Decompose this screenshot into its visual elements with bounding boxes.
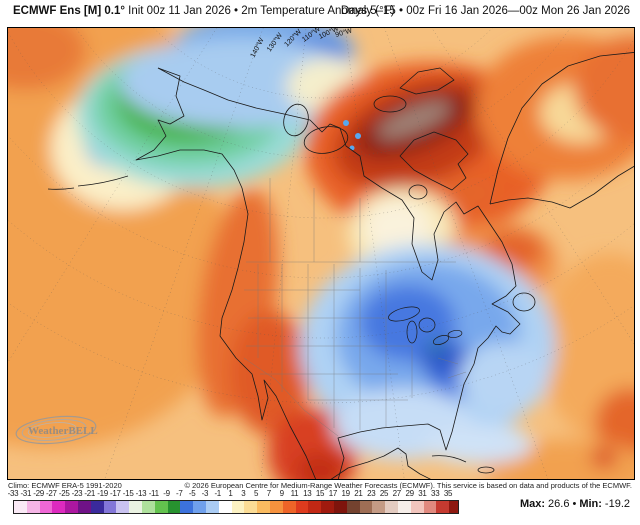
colorbar-tick-label: 23 [367,489,376,498]
colorbar-tick-label: 21 [354,489,363,498]
colorbar-tick-label: 29 [405,489,414,498]
colorbar-tick-label: -19 [97,489,108,498]
colorbar-segment [282,501,296,513]
colorbar-segment [116,501,130,513]
colorbar-segment [385,501,398,513]
colorbar [13,500,459,514]
valid-period: Days 5–15 • 00z Fri 16 Jan 2026—00z Mon … [340,5,630,17]
colorbar-tick-label: 5 [254,489,259,498]
colorbar-tick-label: -5 [188,489,196,498]
colorbar-segment [295,501,309,513]
field-extremes: Max: 26.6 • Min: -19.2 [520,498,630,510]
colorbar-tick-label: 25 [379,489,389,498]
colorbar-segment [103,501,117,513]
colorbar-tick-label: 13 [303,489,312,498]
colorbar-tick-label: 33 [431,489,440,498]
colorbar-tick-label: -29 [33,489,44,498]
colorbar-segment [346,501,360,513]
footer-row: Climo: ECMWF ERA-5 1991-2020 © 2026 Euro… [8,481,632,491]
copyright-note: © 2026 European Centre for Medium-Range … [184,481,632,490]
lake-specks [343,120,361,151]
colorbar-segment [129,501,142,513]
colorbar-segment [269,501,283,513]
colorbar-segment [26,501,40,513]
colorbar-segment [410,501,424,513]
colorbar-segment [333,501,347,513]
colorbar-tick-label: -11 [148,489,159,498]
colorbar-tick-label: 15 [315,489,325,498]
max-label: Max: [519,498,546,510]
colorbar-segment [39,501,53,513]
colorbar-tick-label: -23 [71,489,83,498]
colorbar-segment [218,501,232,513]
colorbar-segment [321,501,334,513]
colorbar-tick-label: 11 [290,489,299,498]
colorbar-segment [308,501,322,513]
logo-text: WeatherBELL [28,425,98,437]
colorbar-segment [77,501,91,513]
colorbar-tick-label: 19 [341,489,350,498]
colorbar-cap [449,501,459,513]
colorbar-segment [141,501,155,513]
great-lakes [388,306,463,345]
colorbar-tick-label: -33 [7,489,19,498]
colorbar-tick-label: -17 [110,489,121,498]
colorbar-tick-label: -7 [176,489,183,498]
colorbar-tick-label: -9 [163,489,170,498]
min-value: -19.2 [604,498,630,510]
colorbar-segment [359,501,373,513]
colorbar-tick-label: 3 [241,489,246,498]
colorbar-tick-label: -25 [58,489,70,498]
colorbar-tick-label: 1 [228,489,233,498]
colorbar-tick-label: 9 [279,489,284,498]
colorbar-segment [180,501,194,513]
colorbar-segment [167,501,181,513]
max-value: 26.6 [548,498,570,510]
colorbar-tick-label: -21 [84,489,96,498]
state-borders [243,178,467,437]
header-bar: ECMWF Ens [M] 0.1° Init 00z 11 Jan 2026 … [13,5,630,25]
colorbar-tick-label: -27 [46,489,57,498]
colorbar-tick-label: 35 [443,489,453,498]
colorbar-tick-label: -13 [135,489,147,498]
coastlines [47,52,634,479]
climo-note: Climo: ECMWF ERA-5 1991-2020 [8,481,122,490]
colorbar-segment [205,501,219,513]
colorbar-tick-label: 27 [392,489,402,498]
product-title: ECMWF Ens [M] 0.1° [13,5,125,17]
product-subtitle: Init 00z 11 Jan 2026 • 2m Temperature An… [124,5,395,17]
colorbar-segment [372,501,386,513]
colorbar-segment [436,501,450,513]
weatherbell-logo: WeatherBELL [15,415,98,445]
colorbar-segment [154,501,168,513]
colorbar-segment [193,501,206,513]
colorbar-segment [65,501,78,513]
colorbar-ticks: -33 -31 -29 -27 -25 -23 -21 -19 -17 -15 -13 -11 -9 -7… [0,489,640,499]
colorbar-segment [90,501,104,513]
colorbar-tick-label: -31 [20,489,32,498]
anomaly-blobs [8,28,634,479]
colorbar-tick-label: -15 [122,489,134,498]
longitude-label: 90°W [334,28,353,39]
colorbar-tick-label: 31 [418,489,427,498]
colorbar-segment [423,501,437,513]
colorbar-segment [231,501,245,513]
colorbar-segment [397,501,411,513]
colorbar-segment [14,501,27,513]
weather-map: 140°W 130°W 120°W 110°W 100°W 90°W WeatherBEL… [7,27,635,480]
min-label: Min: [579,498,602,510]
colorbar-segment [52,501,66,513]
colorbar-tick-label: 17 [328,489,338,498]
colorbar-tick-label: -1 [214,489,221,498]
colorbar-tick-label: 7 [266,489,271,498]
colorbar-segment [244,501,258,513]
graticule [8,28,634,479]
extremes-bullet: • [572,498,577,510]
colorbar-tick-label: -3 [201,489,209,498]
colorbar-segment [257,501,270,513]
